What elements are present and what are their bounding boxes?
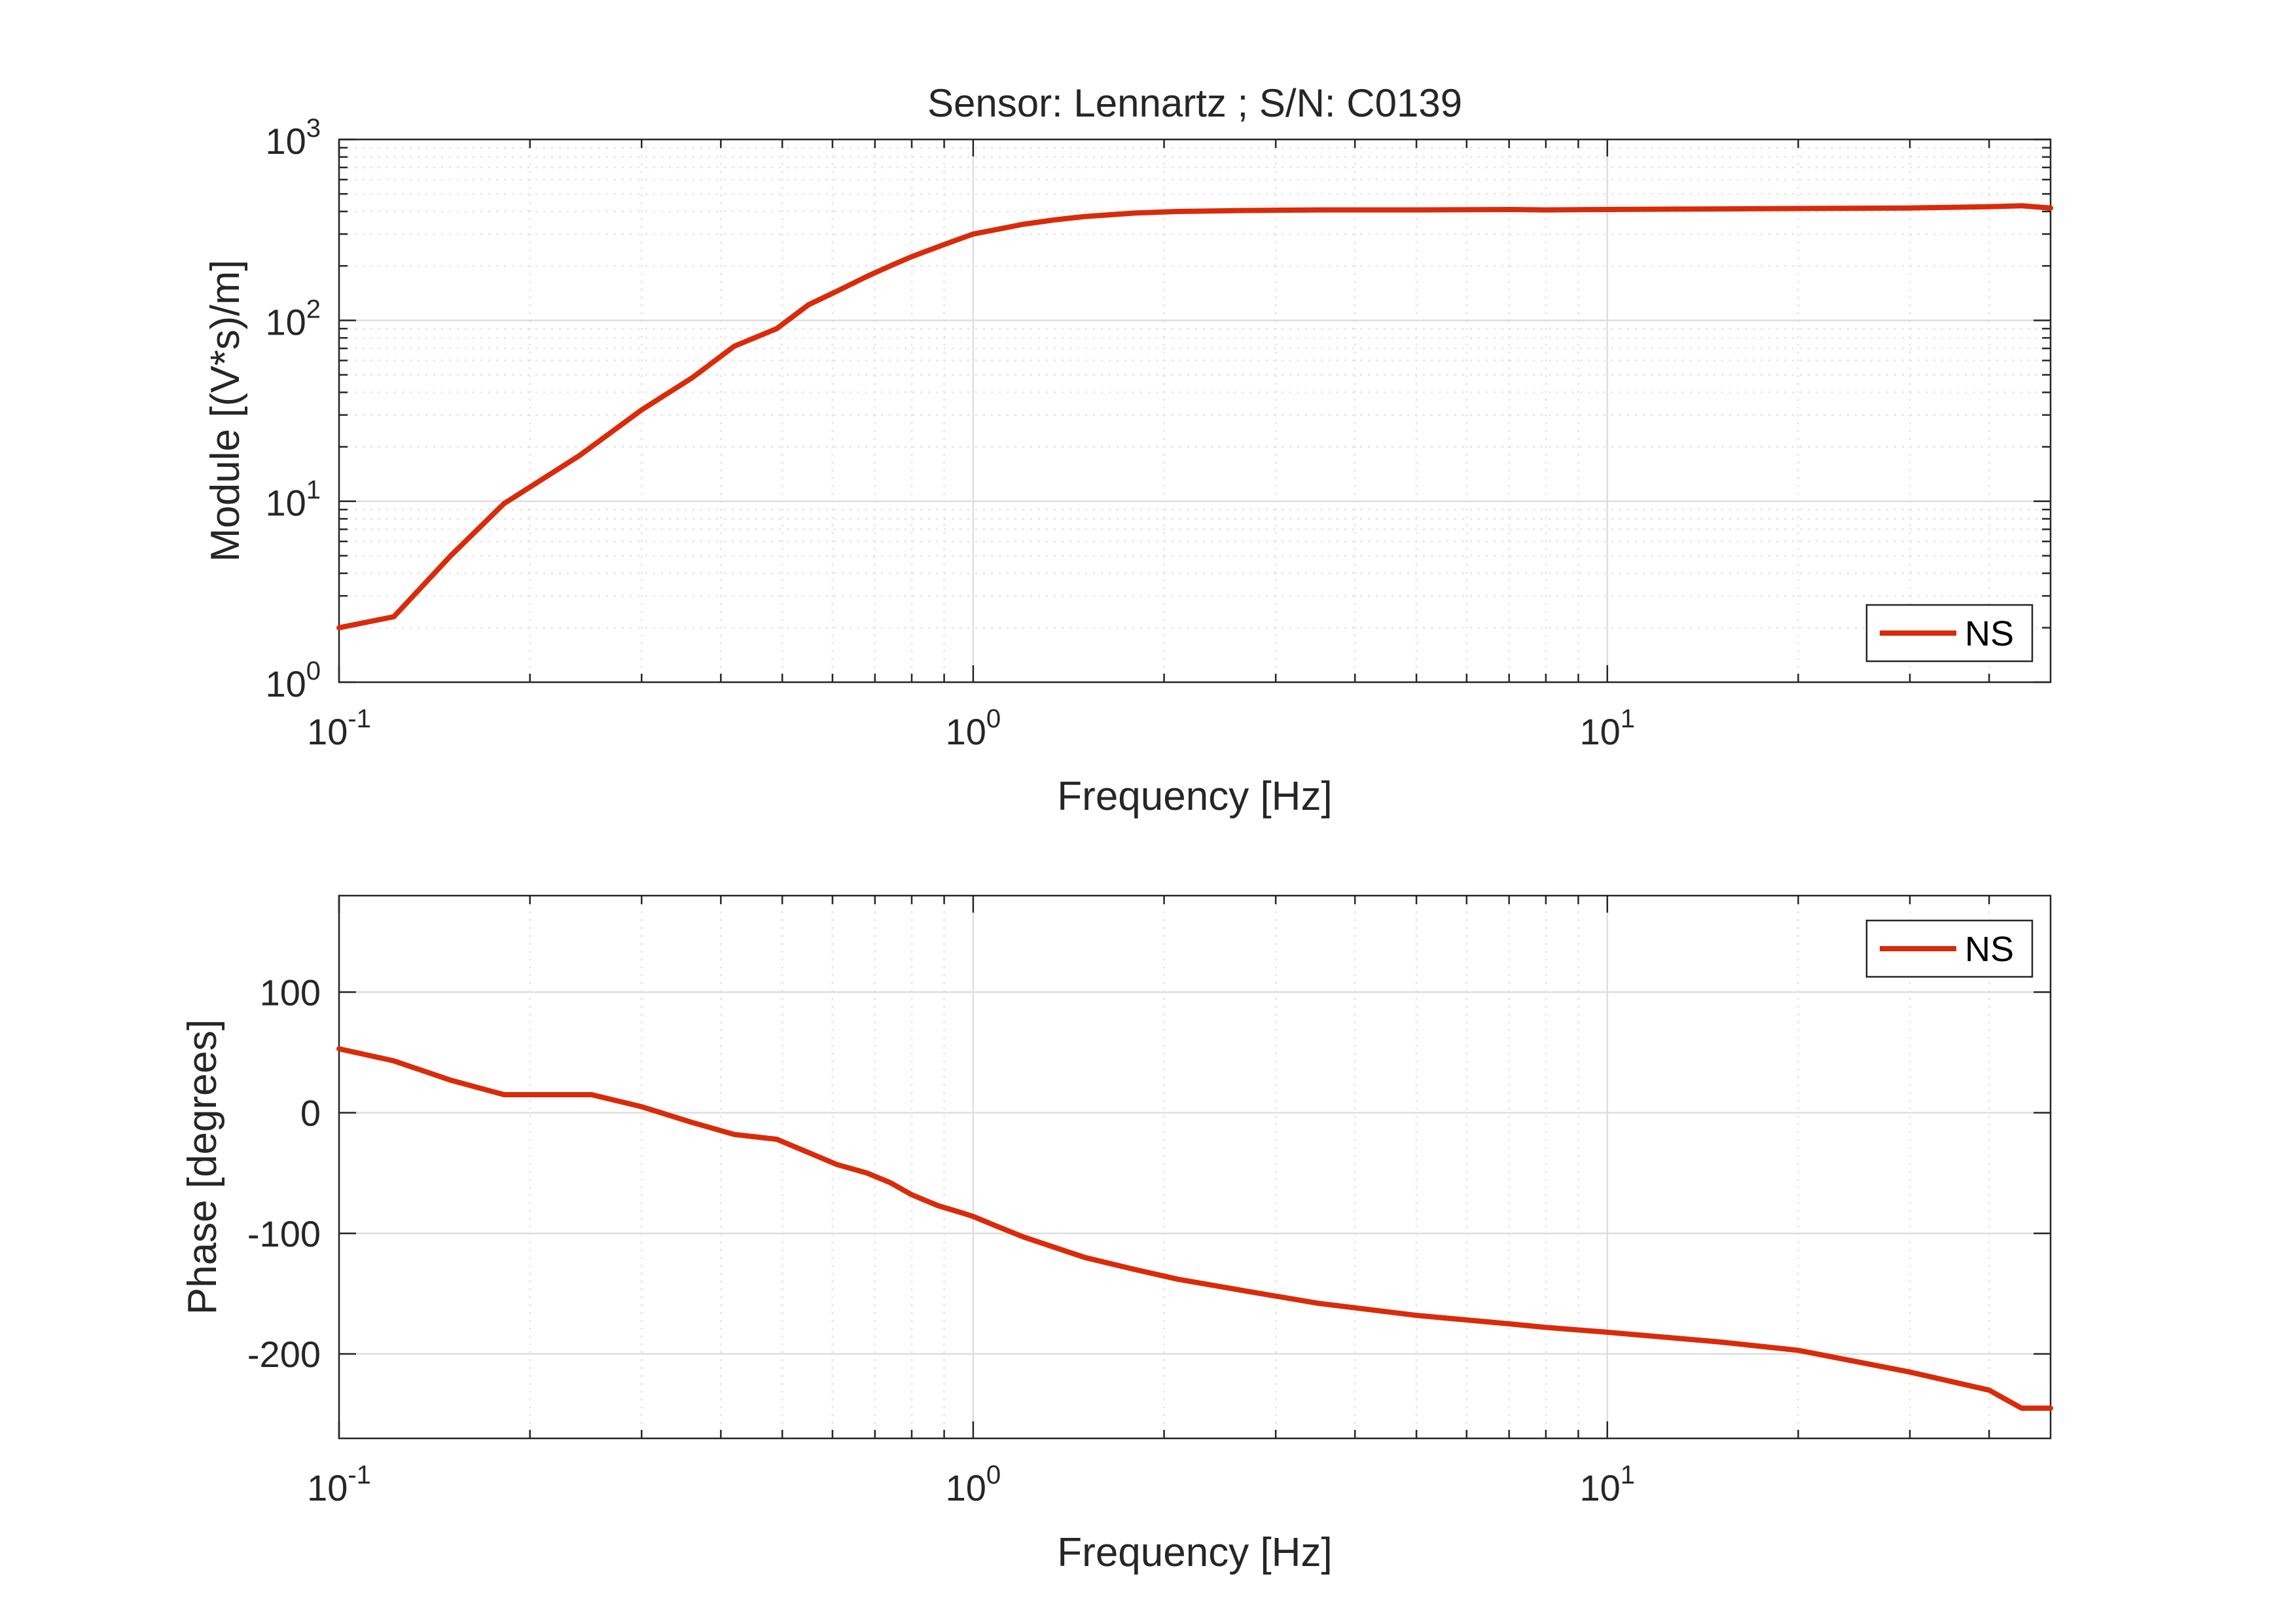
x-tick-label: 100 bbox=[946, 704, 1001, 752]
x-tick-base: 10 bbox=[946, 1467, 986, 1508]
y-tick-label: 102 bbox=[265, 295, 321, 342]
series-line-ns bbox=[336, 1046, 2053, 1411]
ticks bbox=[338, 138, 2051, 684]
y-tick-exponent: 0 bbox=[306, 657, 321, 685]
x-tick-exponent: 0 bbox=[986, 1461, 1001, 1489]
plot-area bbox=[339, 896, 2051, 1438]
legend-label: NS bbox=[1965, 614, 2014, 653]
y-tick-exponent: 1 bbox=[306, 476, 321, 505]
x-tick-exponent: 0 bbox=[986, 704, 1001, 733]
y-tick-base: 10 bbox=[265, 663, 306, 704]
grid bbox=[338, 896, 2051, 1438]
y-tick-exponent: 2 bbox=[306, 295, 321, 323]
x-tick-base: 10 bbox=[946, 711, 986, 752]
axes-box bbox=[338, 138, 2052, 684]
legend[interactable]: NS bbox=[1865, 604, 2034, 663]
legend[interactable]: NS bbox=[1865, 919, 2034, 978]
x-tick-base: 10 bbox=[1580, 711, 1621, 752]
y-tick-label: 0 bbox=[300, 1093, 321, 1134]
y-tick-label: 100 bbox=[260, 972, 321, 1013]
x-tick-base: 10 bbox=[1580, 1467, 1621, 1508]
chart-title: Sensor: Lennartz ; S/N: C0139 bbox=[927, 81, 1462, 125]
x-tick-exponent: -1 bbox=[348, 704, 371, 733]
plot-area bbox=[339, 139, 2051, 682]
x-tick-exponent: 1 bbox=[1621, 1461, 1635, 1489]
x-tick-base: 10 bbox=[307, 711, 348, 752]
x-axis-label: Frequency [Hz] bbox=[1057, 1530, 1332, 1575]
y-tick-label: 101 bbox=[265, 476, 321, 524]
y-tick-base: 10 bbox=[265, 301, 306, 342]
legend-label: NS bbox=[1965, 930, 2014, 969]
ticks bbox=[338, 896, 2051, 1438]
axes-box bbox=[338, 894, 2052, 1440]
y-axis-label: Phase [degrees] bbox=[180, 1019, 225, 1315]
x-tick-label: 100 bbox=[946, 1461, 1001, 1508]
y-axis-label: Module [(V*s)/m] bbox=[203, 260, 248, 562]
x-tick-label: 10-1 bbox=[307, 1461, 371, 1508]
x-tick-exponent: -1 bbox=[348, 1461, 371, 1489]
y-tick-base: 10 bbox=[265, 483, 306, 524]
y-tick-label: -200 bbox=[247, 1334, 321, 1375]
x-tick-label: 101 bbox=[1580, 1461, 1636, 1508]
y-tick-exponent: 3 bbox=[306, 114, 321, 143]
series-line-ns bbox=[336, 203, 2053, 630]
x-tick-label: 101 bbox=[1580, 704, 1636, 752]
y-tick-base: 10 bbox=[265, 120, 306, 162]
x-axis-label: Frequency [Hz] bbox=[1057, 774, 1332, 819]
x-tick-label: 10-1 bbox=[307, 704, 371, 752]
y-tick-label: -100 bbox=[247, 1213, 321, 1254]
x-tick-exponent: 1 bbox=[1621, 704, 1635, 733]
y-tick-label: 103 bbox=[265, 114, 321, 162]
y-tick-label: 100 bbox=[265, 657, 321, 704]
x-tick-base: 10 bbox=[307, 1467, 348, 1508]
